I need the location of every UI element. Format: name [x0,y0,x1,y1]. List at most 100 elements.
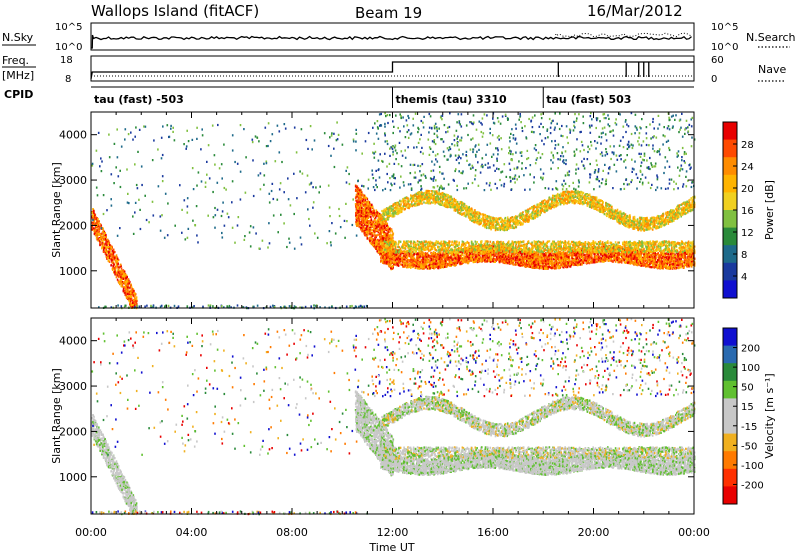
range-gate-cell [120,264,122,266]
range-gate-cell [365,206,367,208]
range-gate-cell [107,247,109,249]
range-gate-cell [153,214,155,216]
range-gate-cell [103,251,105,253]
range-gate-cell [310,305,312,307]
range-gate-cell [221,232,223,234]
range-gate-cell [344,220,346,222]
range-gate-cell [356,205,358,207]
range-gate-cell [170,128,172,130]
range-gate-cell [518,254,520,256]
range-gate-cell [360,305,362,307]
range-gate-cell [348,173,350,175]
range-gate-cell [221,163,223,165]
range-gate-cell [562,259,564,261]
range-gate-cell [310,125,312,127]
range-gate-cell [146,219,148,221]
nsearch-trace [556,33,692,37]
range-gate-cell [390,267,392,269]
range-gate-cell [318,191,320,193]
range-gate-cell [281,161,283,163]
range-gate-cell [361,210,363,212]
range-gate-cell [130,304,132,306]
range-gate-cell [187,197,189,199]
range-gate-cell [162,154,164,156]
range-gate-cell [371,234,373,236]
range-gate-cell [299,170,301,172]
range-gate-cell [250,225,252,227]
range-gate-cell [202,306,204,308]
range-gate-cell [231,201,233,203]
range-gate-cell [367,225,369,227]
range-gate-cell [330,155,332,157]
range-gate-cell [287,177,289,179]
range-gate-cell [174,139,176,141]
range-gate-cell [364,212,366,214]
range-gate-cell [108,251,110,253]
range-gate-cell [209,177,211,179]
range-gate-cell [356,235,358,237]
range-gate-cell [206,161,208,163]
radar-figure: Wallops Island (fitACF) Beam 19 16/Mar/2… [0,0,800,554]
range-gate-cell [355,212,357,214]
nsky-tick-top: 10^5 [55,22,82,33]
cpid-segments: tau (fast) -503 themis (tau) 3310 tau (fas… [94,87,631,108]
range-gate-cell [113,252,115,254]
range-gate-cell [124,305,126,307]
range-gate-cell [153,305,155,307]
range-gate-cell [346,220,348,222]
range-gate-cell [196,127,198,129]
cpid-segment-label: tau (fast) 503 [546,93,631,106]
range-gate-cell [353,140,355,142]
range-gate-cell [212,191,214,193]
nsky-panel [91,23,694,50]
range-gate-cell [129,287,131,289]
range-gate-cell [116,273,118,275]
range-gate-cell [256,137,258,139]
range-gate-cell [549,266,551,268]
range-gate-cell [101,227,103,229]
range-gate-cell [324,132,326,134]
range-gate-cell [208,144,210,146]
range-gate-cell [262,240,264,242]
range-gate-cell [237,304,239,306]
range-gate-cell [272,133,274,135]
range-gate-cell [192,139,194,141]
range-gate-cell [174,225,176,227]
range-gate-cell [160,215,162,217]
range-gate-cell [355,305,357,307]
range-gate-cell [312,207,314,209]
range-gate-cell [125,288,127,290]
range-gate-cell [101,243,103,245]
range-gate-cell [271,190,273,192]
range-gate-cell [186,130,188,132]
range-gate-cell [670,261,672,263]
range-gate-cell [355,129,357,131]
range-gate-cell [134,298,136,300]
range-gate-cell [106,209,108,211]
range-gate-cell [106,244,108,246]
range-gate-cell [279,188,281,190]
range-gate-cell [392,266,394,268]
range-gate-cell [131,286,133,288]
range-gate-cell [188,140,190,142]
range-gate-cell [187,305,189,307]
range-gate-cell [228,216,230,218]
range-gate-cell [187,205,189,207]
range-gate-cell [329,230,331,232]
range-gate-cell [365,223,367,225]
range-gate-cell [192,220,194,222]
range-gate-cell [134,292,136,294]
range-gate-cell [263,184,265,186]
range-gate-cell [123,273,125,275]
range-gate-cell [365,140,367,142]
range-gate-cell [379,236,381,238]
range-gate-cell [290,204,292,206]
range-gate-cell [358,193,360,195]
range-gate-cell [107,257,109,259]
range-gate-cell [412,259,414,261]
range-gate-cell [118,268,120,270]
range-gate-cell [346,181,348,183]
range-gate-cell [307,208,309,210]
range-gate-cell [252,159,254,161]
range-gate-cell [131,298,133,300]
